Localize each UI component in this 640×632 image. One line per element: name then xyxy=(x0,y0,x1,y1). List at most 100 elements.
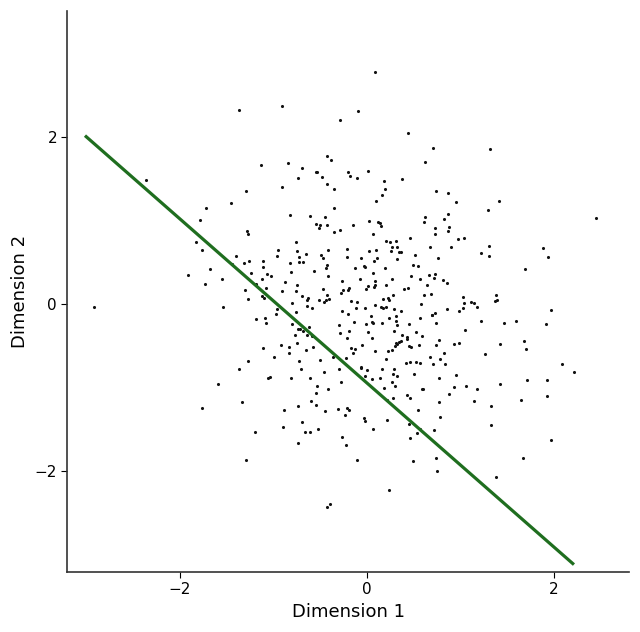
Point xyxy=(422,281,432,291)
Point xyxy=(342,252,352,262)
Point xyxy=(492,473,502,483)
Point xyxy=(289,331,300,341)
Point xyxy=(382,396,392,406)
Point xyxy=(472,302,482,312)
Point xyxy=(294,356,304,366)
Point xyxy=(466,297,476,307)
Point xyxy=(312,380,323,391)
Point xyxy=(519,336,529,346)
Point xyxy=(476,248,486,258)
Point xyxy=(328,352,338,362)
Point xyxy=(260,317,271,327)
Point xyxy=(486,401,496,411)
Point xyxy=(319,367,330,377)
Point xyxy=(285,258,296,268)
Point xyxy=(541,391,552,401)
Point xyxy=(333,320,344,330)
Point xyxy=(413,261,424,271)
Point xyxy=(369,282,379,292)
Point xyxy=(442,226,452,236)
Point xyxy=(251,279,261,289)
Point xyxy=(363,327,373,337)
Point xyxy=(243,356,253,366)
Point xyxy=(372,253,382,264)
Point xyxy=(200,279,211,289)
Point xyxy=(387,344,397,355)
Point xyxy=(342,333,352,343)
Point xyxy=(301,248,312,258)
Point xyxy=(415,313,425,323)
Point xyxy=(428,359,438,369)
Point xyxy=(311,219,321,229)
Point xyxy=(392,242,402,252)
Point xyxy=(350,344,360,355)
Point xyxy=(511,317,521,327)
Point xyxy=(434,335,444,345)
Point xyxy=(278,422,289,432)
Point xyxy=(446,242,456,252)
Point xyxy=(402,334,412,344)
Point xyxy=(460,298,470,308)
Point xyxy=(280,277,290,288)
Point xyxy=(405,392,415,403)
Point xyxy=(444,221,454,231)
Point xyxy=(480,349,490,359)
Point xyxy=(433,253,444,263)
Point xyxy=(309,265,319,276)
Point xyxy=(401,358,411,368)
Point xyxy=(271,308,281,319)
Point xyxy=(390,315,401,325)
Point xyxy=(518,453,528,463)
Point xyxy=(435,412,445,422)
Point xyxy=(359,261,369,271)
Point xyxy=(292,438,303,448)
Point xyxy=(374,373,385,383)
Point xyxy=(271,252,282,262)
Point xyxy=(368,268,378,278)
Point xyxy=(389,326,399,336)
Point xyxy=(520,344,531,354)
Point xyxy=(213,379,223,389)
Point xyxy=(307,343,317,353)
Point xyxy=(390,337,401,348)
Point xyxy=(391,311,401,321)
Point xyxy=(291,286,301,296)
Point xyxy=(367,318,378,328)
Point xyxy=(495,379,505,389)
Point xyxy=(394,247,404,257)
Point xyxy=(442,304,452,314)
Point xyxy=(319,406,330,416)
Point xyxy=(341,440,351,450)
Point xyxy=(343,285,353,295)
Point xyxy=(286,373,296,383)
Point xyxy=(420,157,430,167)
Point xyxy=(411,356,421,367)
Point xyxy=(337,276,347,286)
Point xyxy=(311,399,321,410)
Point xyxy=(390,236,401,246)
Point xyxy=(431,186,441,196)
Point xyxy=(425,352,435,362)
Point xyxy=(216,274,227,284)
Point xyxy=(263,373,273,383)
Point xyxy=(305,211,315,221)
Point xyxy=(370,346,380,356)
Point xyxy=(303,293,313,303)
Point xyxy=(305,427,315,437)
Point xyxy=(293,173,303,183)
Point xyxy=(335,115,346,125)
Point xyxy=(483,205,493,216)
Point xyxy=(364,246,374,256)
Point xyxy=(367,317,377,327)
Point xyxy=(426,289,436,300)
Point xyxy=(356,363,366,373)
Point xyxy=(420,212,430,222)
Point xyxy=(486,420,497,430)
Point xyxy=(461,380,471,391)
Point xyxy=(283,157,293,167)
Point xyxy=(298,325,308,336)
Point xyxy=(382,415,392,425)
Point xyxy=(277,100,287,111)
Point xyxy=(380,176,390,186)
Point xyxy=(439,348,449,358)
